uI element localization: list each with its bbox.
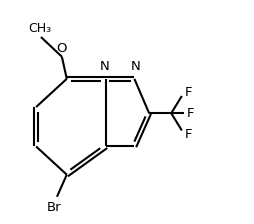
Text: CH₃: CH₃ <box>28 22 51 34</box>
Text: F: F <box>185 128 192 141</box>
Text: N: N <box>131 60 140 73</box>
Text: O: O <box>57 42 67 55</box>
Text: N: N <box>100 60 110 73</box>
Text: F: F <box>187 107 195 120</box>
Text: Br: Br <box>47 201 62 214</box>
Text: F: F <box>185 86 192 99</box>
